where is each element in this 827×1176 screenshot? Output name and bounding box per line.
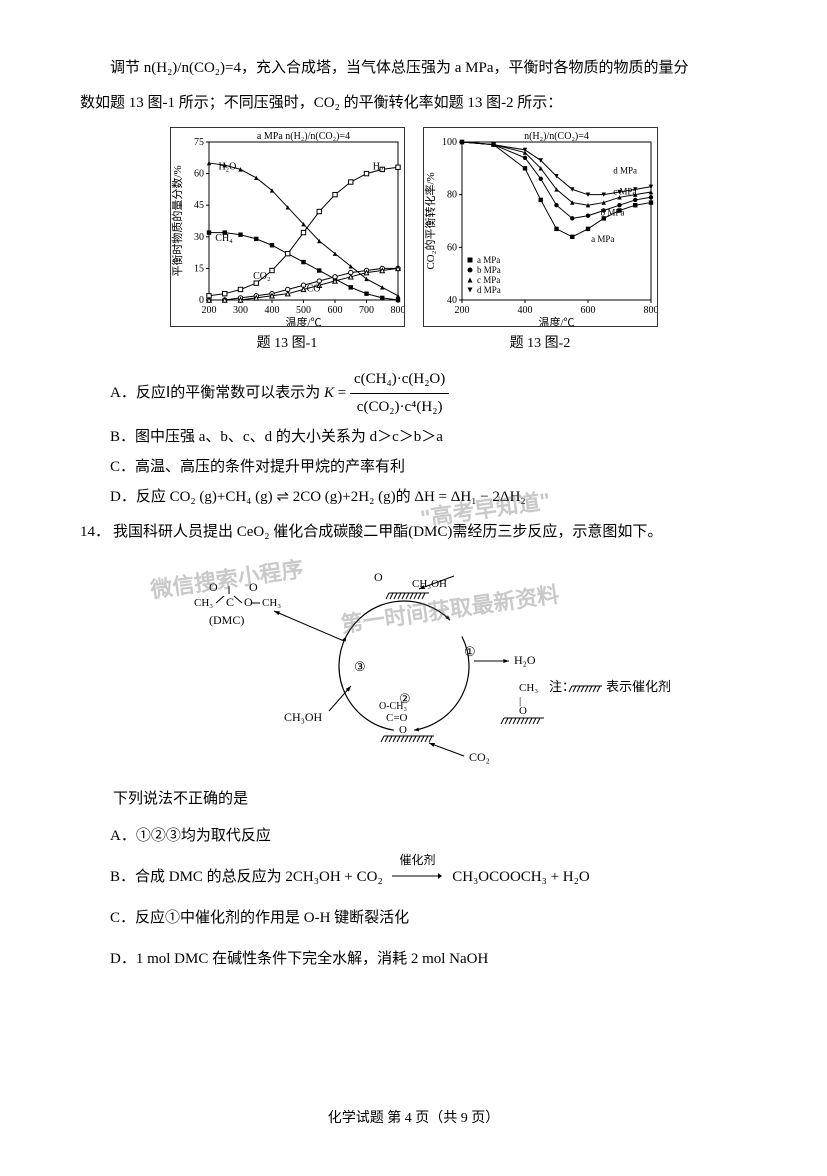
svg-text:c MPa: c MPa — [613, 187, 636, 197]
svg-text:O: O — [519, 705, 527, 717]
svg-text:(DMC): (DMC) — [209, 613, 244, 627]
chart-2-caption: 题 13 图-2 — [510, 331, 571, 356]
svg-text:500: 500 — [296, 305, 311, 316]
svg-text:CO₂: CO₂ — [253, 271, 270, 282]
q13-a-K: K — [324, 385, 334, 401]
svg-text:700: 700 — [359, 305, 374, 316]
svg-text:CH₃: CH₃ — [519, 682, 538, 694]
svg-text:H₂O: H₂O — [218, 161, 236, 172]
svg-text:0: 0 — [199, 295, 204, 306]
svg-text:③: ③ — [354, 659, 366, 674]
svg-text:O: O — [374, 570, 383, 584]
chart-1-box: a MPa n(H₂)/n(CO₂)=420030040050060070080… — [170, 127, 405, 356]
q14-block: 14． 我国科研人员提出 CeO₂ 催化合成碳酸二甲酯(DMC)需经历三步反应，… — [80, 519, 747, 973]
svg-text:O: O — [249, 580, 258, 594]
svg-text:温度/℃: 温度/℃ — [285, 315, 321, 327]
svg-text:a MPa n(H₂)/n(CO₂)=4: a MPa n(H₂)/n(CO₂)=4 — [256, 131, 349, 142]
svg-text:100: 100 — [442, 137, 457, 148]
svg-text:n(H₂)/n(CO₂)=4: n(H₂)/n(CO₂)=4 — [524, 131, 589, 142]
svg-text:60: 60 — [447, 242, 457, 253]
q14-b-post: CH₃OCOOCH₃ + H₂O — [452, 869, 590, 885]
svg-text:30: 30 — [194, 232, 204, 243]
page-footer: 化学试题 第 4 页（共 9 页） — [0, 1106, 827, 1131]
svg-text:①: ① — [464, 644, 476, 659]
q13-option-b: B．图中压强 a、b、c、d 的大小关系为 d＞c＞b＞a — [80, 424, 747, 451]
charts-row: a MPa n(H₂)/n(CO₂)=420030040050060070080… — [80, 127, 747, 356]
svg-text:800: 800 — [390, 305, 405, 316]
q14-option-a: A．①②③均为取代反应 — [80, 823, 747, 850]
q14-diagram: OCH₃OH①H₂OCH₃|OOC=OO-CH₃CO₂②③CH₃OHOOCH₃C… — [154, 556, 674, 776]
chart-1-caption: 题 13 图-1 — [257, 331, 318, 356]
svg-text:45: 45 — [194, 200, 204, 211]
svg-text:a MPa: a MPa — [477, 255, 500, 265]
catalyst-label: 催化剂 — [392, 850, 442, 872]
svg-text:CH₃OH: CH₃OH — [284, 710, 323, 724]
svg-text:400: 400 — [517, 305, 532, 316]
svg-text:O: O — [399, 724, 407, 736]
svg-text:b MPa: b MPa — [477, 265, 501, 275]
intro-line-2: 数如题 13 图-1 所示；不同压强时，CO₂ 的平衡转化率如题 13 图-2 … — [80, 90, 747, 117]
svg-text:600: 600 — [327, 305, 342, 316]
q14-option-c: C．反应①中催化剂的作用是 O-H 键断裂活化 — [80, 905, 747, 932]
q13-a-eq: = — [338, 385, 350, 401]
q14-diagram-area: OCH₃OH①H₂OCH₃|OOC=OO-CH₃CO₂②③CH₃OHOOCH₃C… — [80, 556, 747, 776]
svg-text:b MPa: b MPa — [600, 208, 624, 218]
svg-text:800: 800 — [643, 305, 658, 316]
svg-text:600: 600 — [580, 305, 595, 316]
q13-option-c: C．高温、高压的条件对提升甲烷的产率有利 — [80, 454, 747, 481]
svg-text:CO₂: CO₂ — [469, 750, 490, 764]
q14-intro-text: 我国科研人员提出 CeO₂ 催化合成碳酸二甲酯(DMC)需经历三步反应，示意图如… — [113, 519, 662, 546]
q13-a-fraction: c(CH₄)·c(H₂O) c(CO₂)·c⁴(H₂) — [350, 366, 449, 421]
svg-text:400: 400 — [264, 305, 279, 316]
svg-text:温度/℃: 温度/℃ — [538, 315, 574, 327]
svg-text:平衡时物质的量分数/%: 平衡时物质的量分数/% — [170, 165, 184, 276]
q14-number: 14． — [80, 519, 113, 546]
svg-text:CH₃: CH₃ — [262, 597, 281, 609]
chart-2: n(H₂)/n(CO₂)=4 200 400 600 800 40 60 80 100 温度/℃ C… — [423, 127, 658, 327]
arrow-icon — [392, 871, 442, 881]
svg-text:CH₃OH: CH₃OH — [412, 578, 447, 590]
q14-option-d: D．1 mol DMC 在碱性条件下完全水解，消耗 2 mol NaOH — [80, 946, 747, 973]
q14-below-text: 下列说法不正确的是 — [80, 786, 747, 813]
intro-line-1: 调节 n(H₂)/n(CO₂)=4，充入合成塔，当气体总压强为 a MPa，平衡… — [80, 55, 747, 82]
q13-a-num: c(CH₄)·c(H₂O) — [350, 366, 449, 394]
svg-text:15: 15 — [194, 263, 204, 274]
svg-text:O: O — [244, 595, 253, 609]
svg-text:80: 80 — [447, 190, 457, 201]
svg-text:c MPa: c MPa — [477, 275, 500, 285]
svg-text:C: C — [226, 595, 234, 609]
svg-text:200: 200 — [201, 305, 216, 316]
q13-option-a: A．反应Ⅰ的平衡常数可以表示为 K = c(CH₄)·c(H₂O) c(CO₂)… — [80, 366, 747, 421]
q13-option-d: D．反应 CO₂ (g)+CH₄ (g) ⇌ 2CO (g)+2H₂ (g)的 … — [80, 484, 747, 511]
svg-text:CH₄: CH₄ — [215, 233, 233, 244]
svg-text:300: 300 — [233, 305, 248, 316]
svg-text:a MPa: a MPa — [591, 234, 614, 244]
q13-a-pre: A．反应Ⅰ的平衡常数可以表示为 — [110, 385, 324, 401]
q14-b-pre: B．合成 DMC 的总反应为 2CH₃OH + CO₂ — [110, 869, 386, 885]
svg-text:CO: CO — [306, 284, 320, 295]
reaction-arrow: 催化剂 — [392, 864, 442, 891]
svg-text:CO₂的平衡转化率/%: CO₂的平衡转化率/% — [423, 172, 437, 269]
chart-1: a MPa n(H₂)/n(CO₂)=420030040050060070080… — [170, 127, 405, 327]
svg-text:40: 40 — [447, 295, 457, 306]
q13-a-den: c(CO₂)·c⁴(H₂) — [350, 394, 449, 421]
svg-text:60: 60 — [194, 169, 204, 180]
svg-text:H₂O: H₂O — [514, 653, 536, 667]
svg-text:H₂: H₂ — [372, 161, 383, 172]
svg-text:②: ② — [399, 691, 411, 706]
svg-text:注：: 注： — [549, 679, 575, 694]
svg-text:O: O — [209, 580, 218, 594]
svg-text:200: 200 — [454, 305, 469, 316]
svg-text:75: 75 — [194, 137, 204, 148]
svg-text:d MPa: d MPa — [613, 166, 637, 176]
svg-text:CH₃: CH₃ — [194, 597, 213, 609]
chart-2-box: n(H₂)/n(CO₂)=4 200 400 600 800 40 60 80 100 温度/℃ C… — [423, 127, 658, 356]
svg-text:C=O: C=O — [386, 712, 408, 724]
q14-option-b: B．合成 DMC 的总反应为 2CH₃OH + CO₂ 催化剂 CH₃OCOOC… — [80, 864, 747, 891]
svg-text:表示催化剂: 表示催化剂 — [606, 679, 671, 694]
svg-text:d MPa: d MPa — [477, 285, 501, 295]
